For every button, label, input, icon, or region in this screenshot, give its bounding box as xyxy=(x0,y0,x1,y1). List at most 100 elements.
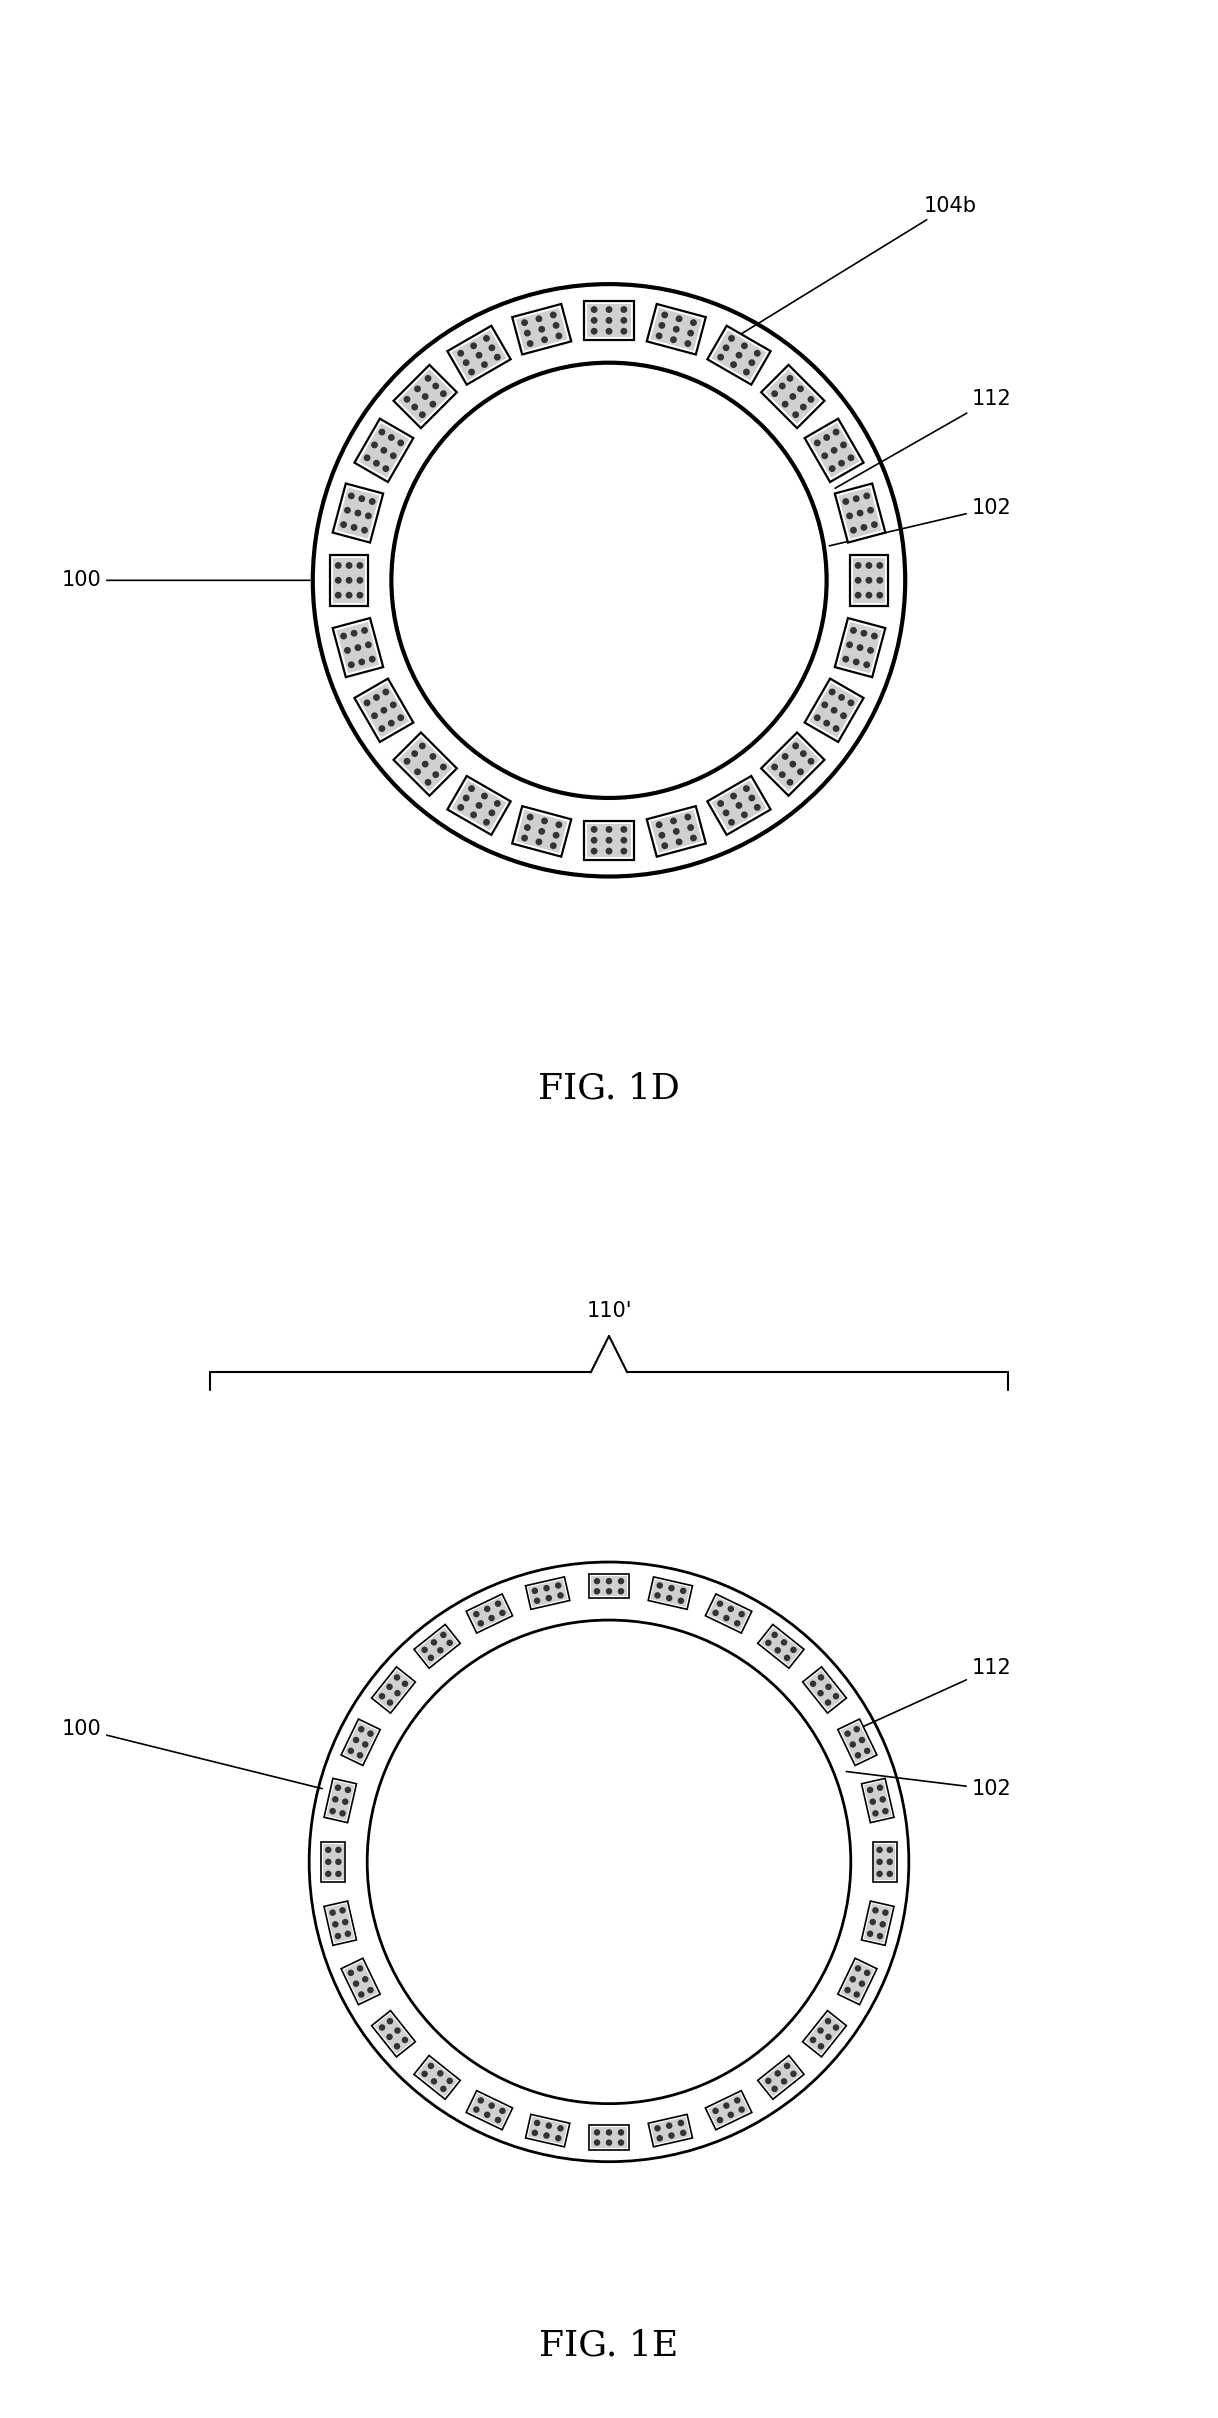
Circle shape xyxy=(387,1700,392,1705)
Polygon shape xyxy=(466,2092,513,2130)
Circle shape xyxy=(809,759,814,764)
Polygon shape xyxy=(330,556,368,604)
Circle shape xyxy=(688,825,693,829)
Circle shape xyxy=(357,592,363,597)
Circle shape xyxy=(474,2106,479,2111)
Circle shape xyxy=(353,1739,358,1743)
Circle shape xyxy=(499,1610,505,1615)
Circle shape xyxy=(402,1681,408,1685)
Polygon shape xyxy=(374,2014,413,2055)
Polygon shape xyxy=(333,559,365,602)
Circle shape xyxy=(437,2070,443,2077)
Circle shape xyxy=(423,1647,428,1651)
Circle shape xyxy=(342,1920,348,1925)
Circle shape xyxy=(850,1978,855,1983)
Circle shape xyxy=(866,578,872,583)
Circle shape xyxy=(555,1584,560,1589)
Circle shape xyxy=(775,1647,781,1654)
Circle shape xyxy=(671,817,676,825)
Polygon shape xyxy=(469,2094,510,2128)
Circle shape xyxy=(772,764,777,769)
Circle shape xyxy=(800,752,806,757)
Circle shape xyxy=(336,1859,341,1864)
Circle shape xyxy=(398,716,403,721)
Circle shape xyxy=(881,1797,885,1801)
Polygon shape xyxy=(354,679,413,742)
Circle shape xyxy=(818,1676,823,1681)
Circle shape xyxy=(431,2079,436,2084)
Polygon shape xyxy=(650,1579,691,1608)
Circle shape xyxy=(717,1601,722,1606)
Circle shape xyxy=(369,655,375,663)
Circle shape xyxy=(525,825,530,829)
Circle shape xyxy=(325,1872,331,1876)
Circle shape xyxy=(826,1685,831,1690)
Circle shape xyxy=(476,803,482,808)
Circle shape xyxy=(840,442,847,447)
Circle shape xyxy=(723,1615,728,1620)
Circle shape xyxy=(854,1992,859,1997)
Circle shape xyxy=(499,2108,505,2113)
Circle shape xyxy=(395,1676,400,1681)
Circle shape xyxy=(441,392,446,397)
Circle shape xyxy=(469,786,474,791)
Polygon shape xyxy=(758,1625,804,1668)
Circle shape xyxy=(872,634,877,638)
Circle shape xyxy=(676,317,682,322)
Circle shape xyxy=(607,329,611,334)
Circle shape xyxy=(592,317,597,324)
Polygon shape xyxy=(322,1843,346,1881)
Polygon shape xyxy=(527,2116,568,2145)
Circle shape xyxy=(822,701,827,708)
Circle shape xyxy=(429,1656,434,1661)
Circle shape xyxy=(728,336,734,341)
Polygon shape xyxy=(326,1903,354,1944)
Circle shape xyxy=(823,721,829,725)
Circle shape xyxy=(865,1971,870,1976)
Polygon shape xyxy=(872,1843,896,1881)
Circle shape xyxy=(873,1811,878,1816)
Circle shape xyxy=(536,839,542,844)
Polygon shape xyxy=(398,737,452,791)
Circle shape xyxy=(864,663,870,667)
Circle shape xyxy=(348,1748,353,1753)
Circle shape xyxy=(412,404,418,409)
Circle shape xyxy=(429,2063,434,2067)
Text: 104b: 104b xyxy=(726,196,977,343)
Polygon shape xyxy=(326,1780,354,1821)
Circle shape xyxy=(815,716,820,721)
Polygon shape xyxy=(705,1593,752,1632)
Circle shape xyxy=(391,701,396,708)
Circle shape xyxy=(495,800,501,805)
Circle shape xyxy=(335,578,341,583)
Circle shape xyxy=(592,827,597,832)
Circle shape xyxy=(790,394,795,399)
Polygon shape xyxy=(805,1668,844,1710)
Polygon shape xyxy=(708,776,771,834)
Circle shape xyxy=(775,2070,781,2077)
Polygon shape xyxy=(760,1627,801,1666)
Circle shape xyxy=(353,1980,358,1985)
Polygon shape xyxy=(333,619,384,677)
Circle shape xyxy=(782,2079,787,2084)
Circle shape xyxy=(447,2079,452,2084)
Circle shape xyxy=(833,725,839,730)
Circle shape xyxy=(404,397,409,401)
Polygon shape xyxy=(525,2113,570,2147)
Circle shape xyxy=(384,467,389,472)
Polygon shape xyxy=(839,488,882,539)
Text: 112: 112 xyxy=(836,389,1011,488)
Circle shape xyxy=(749,796,754,800)
Circle shape xyxy=(415,769,420,774)
Circle shape xyxy=(723,2104,728,2108)
Polygon shape xyxy=(708,326,771,384)
Polygon shape xyxy=(414,2055,460,2099)
Polygon shape xyxy=(447,776,510,834)
Polygon shape xyxy=(809,423,860,479)
Circle shape xyxy=(420,411,425,418)
Circle shape xyxy=(365,513,371,517)
Circle shape xyxy=(398,440,403,445)
Circle shape xyxy=(800,404,806,409)
Polygon shape xyxy=(469,1596,510,1630)
Circle shape xyxy=(854,1726,859,1731)
